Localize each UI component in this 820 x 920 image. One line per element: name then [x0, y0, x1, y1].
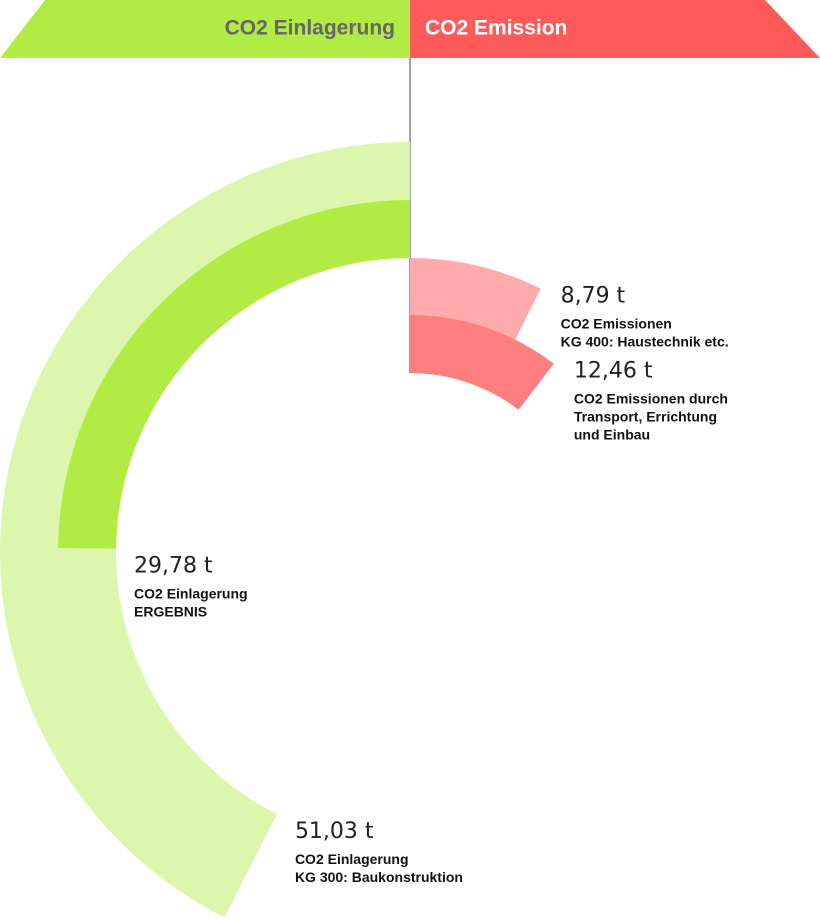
header-left-title: CO2 Einlagerung	[225, 17, 395, 40]
header-right	[410, 0, 820, 58]
category-label: CO2 Emissionen durch	[574, 391, 728, 407]
category-label: CO2 Einlagerung	[134, 586, 248, 602]
category-label: ERGEBNIS	[134, 604, 207, 620]
value-label: 12,46 t	[574, 359, 653, 384]
category-label: CO2 Einlagerung	[295, 851, 409, 867]
category-label: CO2 Emissionen	[561, 316, 672, 332]
header-left	[0, 0, 410, 58]
value-label: 8,79 t	[561, 284, 626, 309]
category-label: und Einbau	[574, 427, 650, 443]
radial-bar	[58, 200, 411, 549]
category-label: KG 300: Baukonstruktion	[295, 869, 463, 885]
value-label: 29,78 t	[134, 554, 213, 579]
value-label: 51,03 t	[295, 819, 374, 844]
radial-bar	[0, 142, 411, 918]
category-label: KG 400: Haustechnik etc.	[561, 334, 729, 350]
header-right-title: CO2 Emission	[425, 17, 567, 40]
category-label: Transport, Errichtung	[574, 409, 717, 425]
radial-bar	[410, 315, 554, 410]
